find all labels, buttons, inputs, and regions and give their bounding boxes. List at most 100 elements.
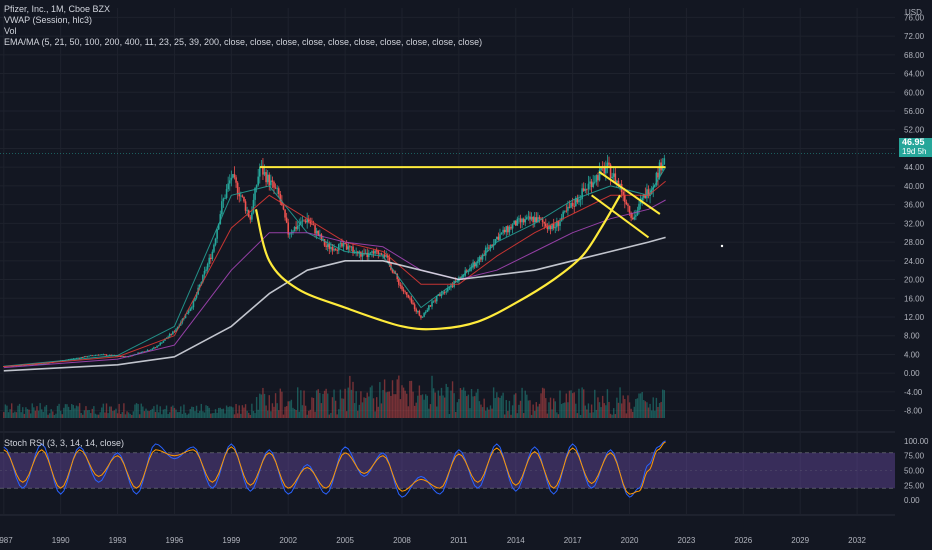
volume-bar (406, 393, 408, 418)
y-tick-label: 24.00 (904, 257, 925, 266)
candle-body (330, 247, 332, 249)
candle-body (606, 162, 609, 169)
volume-bar (486, 407, 489, 418)
volume-bar (616, 397, 618, 418)
candle-body (89, 355, 92, 357)
volume-bar (473, 396, 476, 418)
candle-body (440, 293, 443, 296)
volume-bar (285, 406, 288, 418)
volume-bar (609, 413, 612, 418)
candle-body (603, 167, 606, 174)
volume-bar (55, 413, 57, 418)
candle-body (72, 358, 75, 360)
volume-bar (508, 400, 511, 418)
candle-body (191, 307, 193, 309)
volume-bar (526, 394, 528, 418)
candle-body (608, 162, 610, 165)
candle-body (358, 251, 361, 254)
candle-body (481, 254, 484, 260)
candle-body (170, 334, 173, 335)
volume-bar (78, 403, 81, 418)
volume-bar (266, 410, 269, 418)
volume-bar (6, 405, 8, 418)
volume-bar (96, 414, 98, 418)
legend-ema[interactable]: EMA/MA (5, 21, 50, 100, 200, 400, 11, 23… (4, 37, 483, 47)
cup-curve (254, 194, 622, 331)
candle-body (598, 170, 601, 181)
volume-bar (102, 403, 105, 418)
volume-bar (461, 389, 463, 418)
volume-bar (619, 387, 621, 418)
legend-vol[interactable]: Vol (4, 26, 17, 36)
volume-bar (252, 410, 255, 418)
volume-bar (48, 413, 51, 418)
candle-body (415, 309, 418, 312)
candle-body (361, 253, 364, 257)
candle-body (544, 223, 547, 227)
volume-bar (159, 406, 161, 418)
volume-bar (423, 399, 425, 418)
volume-bar (270, 411, 272, 418)
volume-bar (519, 400, 522, 418)
volume-bar (309, 409, 312, 418)
y-tick-label: 44.00 (904, 163, 925, 172)
candle-body (507, 226, 509, 233)
flag-lower-line (591, 194, 650, 239)
rsi-legend[interactable]: Stoch RSI (3, 3, 14, 14, close) (4, 438, 125, 448)
volume-bar (172, 405, 174, 418)
volume-bar (409, 380, 411, 418)
volume-bar (282, 414, 285, 418)
volume-bar (567, 402, 569, 418)
candle-body (617, 180, 620, 185)
legend-title[interactable]: Pfizer, Inc., 1M, Cboe BZX (4, 4, 111, 14)
volume-bar (545, 398, 547, 418)
volume-bar (342, 398, 345, 418)
candle-body (347, 246, 350, 250)
volume-bar (148, 411, 150, 418)
volume-bar (189, 409, 191, 418)
candle-body (206, 263, 209, 270)
candle-body (211, 251, 214, 259)
volume-bar (485, 410, 487, 418)
volume-bar (263, 393, 266, 418)
volume-bar (641, 391, 643, 418)
volume-bar (206, 405, 209, 418)
volume-bar (143, 411, 146, 418)
volume-bar (199, 410, 201, 418)
y-tick-label: -4.00 (904, 388, 923, 397)
candle-body (562, 211, 564, 218)
volume-bar (325, 388, 327, 418)
volume-bar (336, 414, 338, 418)
candle-body (420, 315, 422, 318)
volume-bar (116, 413, 119, 418)
legend-vwap[interactable]: VWAP (Session, hlc3) (4, 15, 93, 25)
candle-body (432, 300, 435, 302)
candle-body (470, 267, 473, 269)
candle-body (399, 284, 402, 286)
volume-bar (34, 410, 37, 418)
stoch-rsi-pane (0, 440, 895, 498)
candle-body (344, 243, 346, 245)
rsi-line-K (3, 440, 666, 498)
candle-body (377, 250, 380, 255)
volume-bar (254, 413, 256, 418)
candle-body (484, 247, 487, 256)
candle-body (214, 238, 217, 245)
candle-body (209, 257, 212, 259)
volume-bar (195, 405, 198, 418)
candle-body (549, 225, 552, 230)
volume-bar (345, 411, 348, 418)
candle-body (518, 218, 520, 220)
volume-bar (126, 411, 128, 418)
volume-bar (410, 380, 413, 418)
volume-bar (475, 392, 477, 418)
volume-bar (601, 395, 604, 418)
candle-body (86, 356, 89, 358)
candle-body (502, 229, 504, 233)
volume-bar (633, 406, 635, 418)
volume-bar (36, 406, 38, 418)
volume-bar (589, 412, 591, 418)
rsi-tick-label: 75.00 (904, 452, 925, 461)
volume-bar (23, 413, 26, 418)
